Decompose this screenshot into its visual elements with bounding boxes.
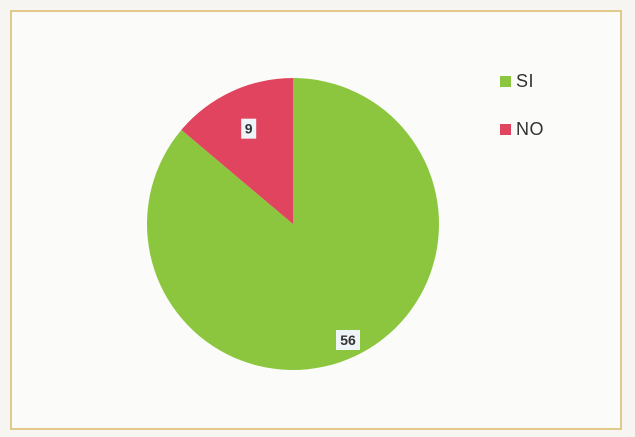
data-label-si: 56	[336, 330, 360, 350]
data-label-si-text: 56	[340, 332, 356, 348]
data-label-si-box	[336, 330, 360, 350]
pie-slice-no	[181, 77, 293, 224]
pie-slice-si	[147, 78, 440, 371]
legend-label-si: SI	[516, 70, 535, 91]
legend-swatch-no	[500, 123, 511, 135]
data-label-no: 9	[241, 118, 257, 139]
data-label-no-text: 9	[245, 121, 253, 137]
chart-frame: 56 9 SI NO	[10, 10, 622, 430]
data-label-no-box	[241, 118, 257, 139]
legend-swatch-si	[500, 75, 511, 87]
legend-item-no: NO	[500, 118, 544, 140]
legend: SI NO	[500, 70, 544, 166]
legend-item-si: SI	[500, 70, 544, 92]
pie-chart: 56 9	[147, 77, 440, 371]
legend-label-no: NO	[516, 118, 544, 139]
